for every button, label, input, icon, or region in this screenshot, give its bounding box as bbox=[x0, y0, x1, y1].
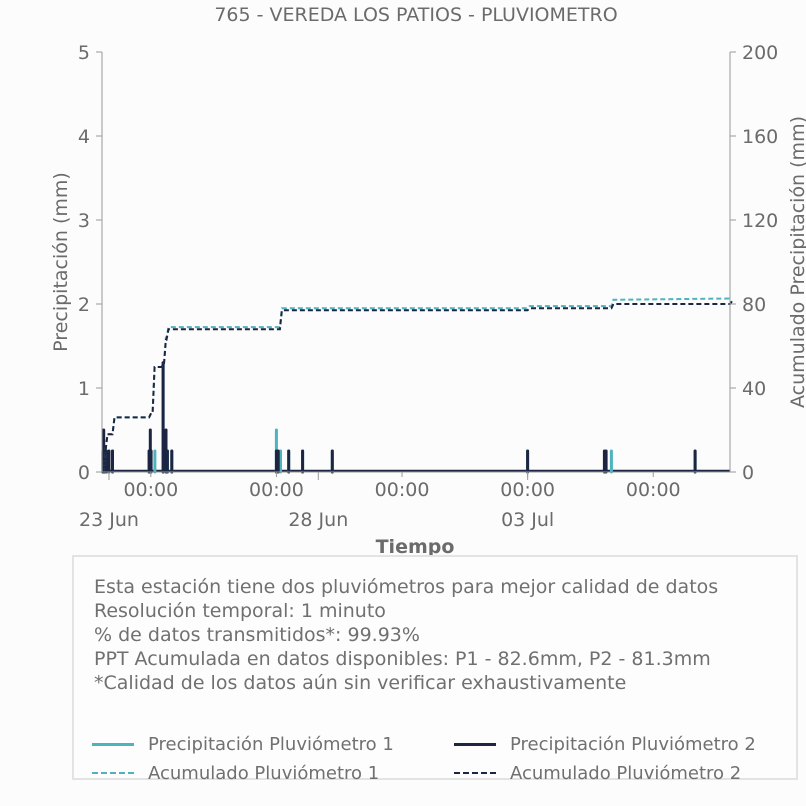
legend-label-accum-p1: Acumulado Pluviómetro 1 bbox=[148, 762, 380, 784]
y-axis-right-label: Acumulado Precipitación (mm) bbox=[787, 116, 806, 408]
x-ticks: 00:00 00:00 00:00 00:00 00:00 23 Jun 28 Jun 03 … bbox=[79, 472, 681, 531]
legend-swatch-precip-p2 bbox=[454, 742, 496, 746]
y-left-tick-label: 3 bbox=[78, 210, 90, 232]
legend-label-precip-p1: Precipitación Pluviómetro 1 bbox=[148, 733, 394, 755]
plot-area bbox=[101, 297, 733, 474]
legend: Precipitación Pluviómetro 1 Precipitació… bbox=[92, 730, 792, 790]
chart-title: 765 - VEREDA LOS PATIOS - PLUVIOMETRO bbox=[214, 4, 617, 26]
cumulative-line-p2 bbox=[102, 300, 733, 473]
y-right-tick-label: 0 bbox=[742, 462, 754, 484]
y-right-tick-label: 80 bbox=[742, 294, 766, 316]
x-tick-label: 00:00 bbox=[626, 479, 681, 501]
legend-label-accum-p2: Acumulado Pluviómetro 2 bbox=[510, 762, 742, 784]
y-right-tick-label: 120 bbox=[742, 210, 778, 232]
legend-item-accum-p2: Acumulado Pluviómetro 2 bbox=[454, 759, 741, 787]
legend-swatch-accum-p1 bbox=[92, 772, 134, 774]
y-left-tick-label: 0 bbox=[78, 462, 90, 484]
y-left-ticks: 0 1 2 3 4 5 bbox=[78, 42, 102, 484]
y-right-tick-label: 200 bbox=[742, 42, 778, 64]
y-axis-label: Precipitación (mm) bbox=[50, 172, 72, 352]
x-axis-label: Tiempo bbox=[376, 536, 455, 558]
legend-label-precip-p2: Precipitación Pluviómetro 2 bbox=[510, 733, 756, 755]
info-text: Esta estación tiene dos pluviómetros par… bbox=[94, 575, 718, 695]
y-right-tick-label: 160 bbox=[742, 126, 778, 148]
cumulative-line-p1 bbox=[102, 297, 731, 473]
info-line-transmitted: % de datos transmitidos*: 99.93% bbox=[94, 624, 420, 646]
y-right-ticks: 0 40 80 120 160 200 bbox=[730, 42, 778, 484]
y-left-tick-label: 1 bbox=[78, 378, 90, 400]
x-date-label: 03 Jul bbox=[501, 509, 554, 531]
y-left-tick-label: 2 bbox=[78, 294, 90, 316]
info-line-resolution: Resolución temporal: 1 minuto bbox=[94, 600, 386, 622]
y-left-tick-label: 5 bbox=[78, 42, 90, 64]
x-date-label: 23 Jun bbox=[79, 509, 139, 531]
legend-item-accum-p1: Acumulado Pluviómetro 1 bbox=[92, 759, 379, 787]
legend-item-precip-p1: Precipitación Pluviómetro 1 bbox=[92, 730, 394, 758]
info-line-accumulated: PPT Acumulada en datos disponibles: P1 -… bbox=[94, 648, 711, 670]
precipitation-chart: 765 - VEREDA LOS PATIOS - PLUVIOMETRO 0 1… bbox=[50, 4, 806, 558]
info-line-quality-note: *Calidad de los datos aún sin verificar … bbox=[94, 672, 627, 694]
y-left-tick-label: 4 bbox=[78, 126, 90, 148]
x-tick-label: 00:00 bbox=[123, 479, 178, 501]
y-right-tick-label: 40 bbox=[742, 378, 766, 400]
legend-item-precip-p2: Precipitación Pluviómetro 2 bbox=[454, 730, 756, 758]
x-tick-label: 00:00 bbox=[249, 479, 304, 501]
legend-swatch-precip-p1 bbox=[92, 742, 134, 746]
info-line-description: Esta estación tiene dos pluviómetros par… bbox=[94, 576, 719, 598]
x-date-label: 28 Jun bbox=[288, 509, 348, 531]
info-box: Esta estación tiene dos pluviómetros par… bbox=[72, 555, 798, 784]
x-tick-label: 00:00 bbox=[375, 479, 430, 501]
x-tick-label: 00:00 bbox=[500, 479, 555, 501]
legend-swatch-accum-p2 bbox=[454, 772, 496, 774]
